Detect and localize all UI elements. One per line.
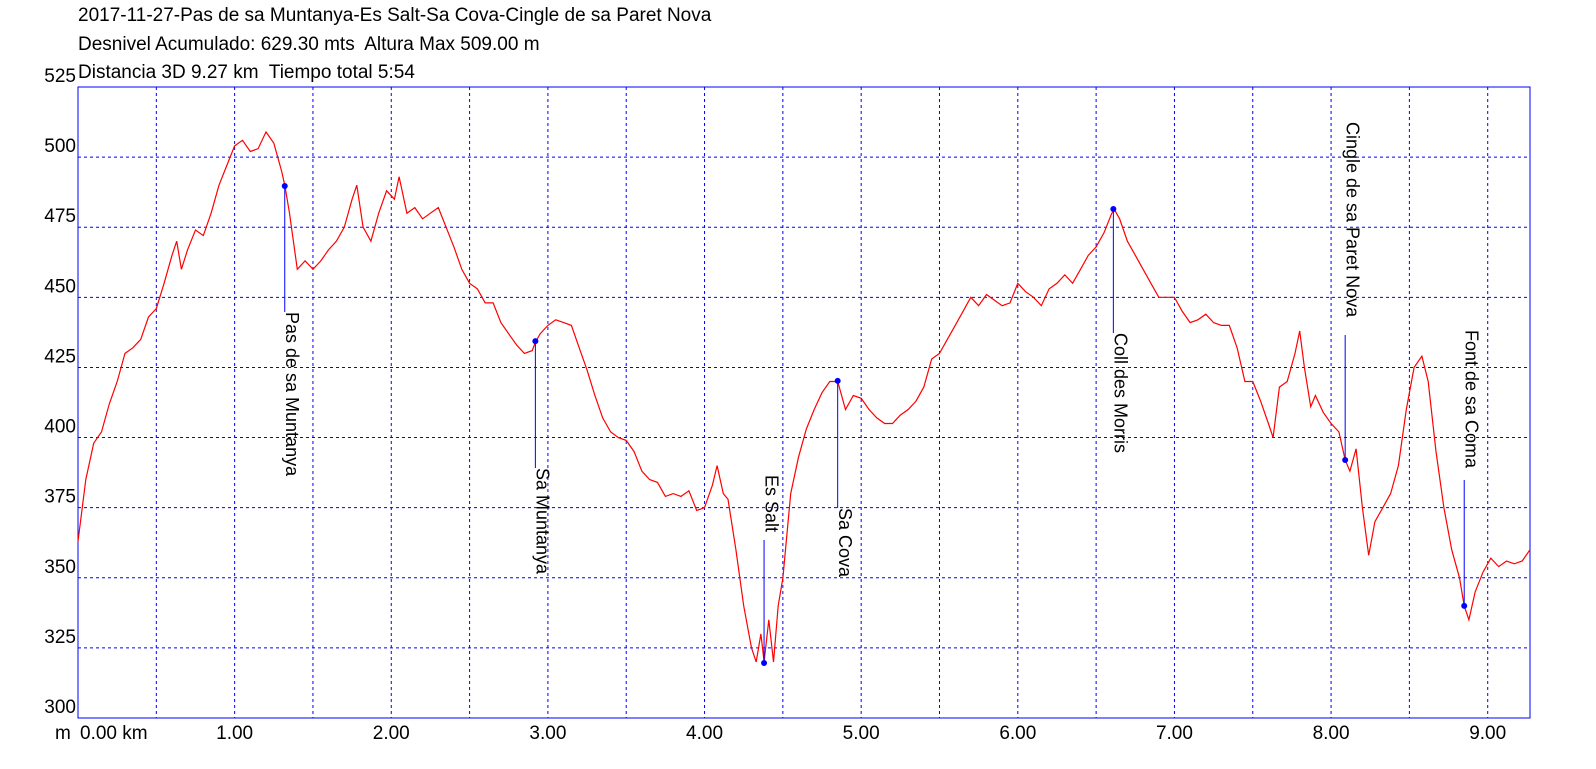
y-tick-label: 500 [44, 136, 76, 157]
title-line: Desnivel Acumulado: 629.30 mts Altura Ma… [78, 34, 540, 55]
waypoint-label: Sa Muntanya [533, 468, 553, 575]
y-unit-label: m [55, 723, 71, 744]
x-tick-label: 7.00 [1156, 723, 1193, 744]
y-tick-label: 450 [44, 276, 76, 297]
y-tick-label: 350 [44, 557, 76, 578]
plot-frame [77, 86, 1531, 719]
waypoint-label: Pas de sa Muntanya [282, 312, 302, 477]
y-tick-label: 400 [44, 417, 76, 438]
x-tick-label: 3.00 [529, 723, 566, 744]
waypoint [1342, 456, 1349, 463]
x-tick-label: 6.00 [999, 723, 1036, 744]
waypoint-label: Es Salt [761, 475, 781, 532]
waypoint [1461, 602, 1468, 609]
x-tick-label: 4.00 [686, 723, 723, 744]
x-tick-label: 2.00 [373, 723, 410, 744]
waypoint [1110, 205, 1117, 212]
waypoint-label: Cingle de sa Paret Nova [1342, 122, 1362, 318]
x-tick-label: 0.00 km [80, 723, 148, 744]
x-tick-label: 5.00 [843, 723, 880, 744]
waypoint [834, 377, 841, 384]
title-line: 2017-11-27-Pas de sa Muntanya-Es Salt-Sa… [78, 5, 712, 26]
waypoint [761, 660, 768, 667]
waypoint [532, 338, 539, 345]
y-tick-label: 425 [44, 346, 76, 367]
waypoint-label: Coll des Morris [1111, 333, 1131, 453]
waypoint-label: Font de sa Coma [1461, 330, 1481, 469]
x-tick-label: 9.00 [1469, 723, 1506, 744]
x-tick-label: 1.00 [216, 723, 253, 744]
y-tick-label: 375 [44, 487, 76, 508]
title-line: Distancia 3D 9.27 km Tiempo total 5:54 [78, 62, 415, 83]
y-tick-label: 325 [44, 627, 76, 648]
waypoint-label: Sa Cova [835, 508, 855, 578]
x-tick-label: 8.00 [1313, 723, 1350, 744]
elevation-line [77, 130, 1531, 663]
waypoint [281, 182, 288, 189]
y-tick-label: 475 [44, 206, 76, 227]
y-tick-label: 300 [44, 697, 76, 718]
y-tick-label: 525 [44, 66, 76, 87]
